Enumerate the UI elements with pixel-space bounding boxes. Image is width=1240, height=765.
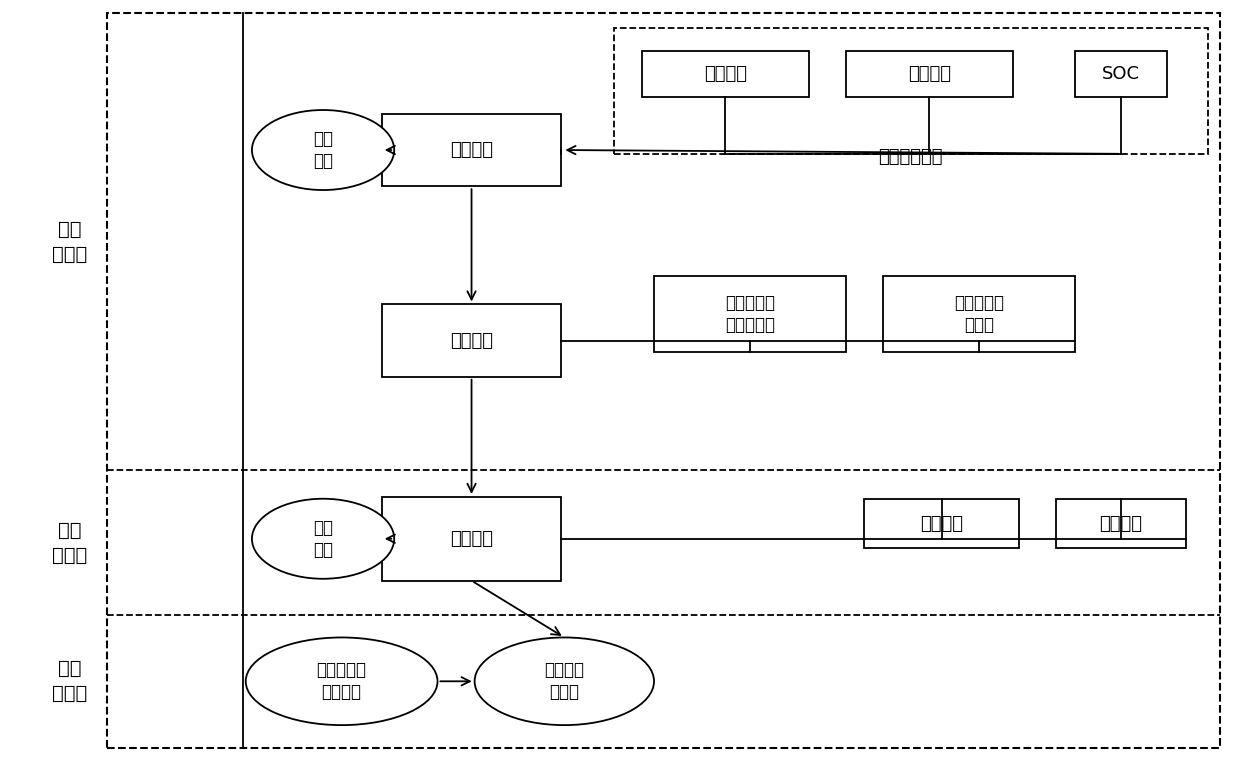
Text: 数据管理: 数据管理 [450,331,494,350]
Text: 信息采集: 信息采集 [450,141,494,159]
Bar [641,51,808,96]
Text: 风电
功率: 风电 功率 [312,130,334,170]
Text: 功率优化: 功率优化 [1100,515,1142,532]
Text: SOC: SOC [1102,65,1140,83]
Text: 储能充放电
控制策略: 储能充放电 控制策略 [316,661,367,702]
Text: 系统管理: 系统管理 [450,529,494,548]
Text: 额定功率: 额定功率 [908,65,951,83]
Text: 储能系统状态: 储能系统状态 [878,148,942,166]
Bar [1056,499,1185,549]
Text: 优化
算法: 优化 算法 [312,519,334,559]
Text: 储能充放
电管理: 储能充放 电管理 [544,661,584,702]
Ellipse shape [246,637,438,725]
Ellipse shape [475,637,653,725]
Text: 风电功率波
动特性分析: 风电功率波 动特性分析 [725,294,775,334]
Bar [653,276,846,352]
Ellipse shape [252,110,394,190]
Text: 潮流计算: 潮流计算 [920,515,963,532]
Bar [846,51,1013,96]
Bar [864,499,1019,549]
Text: 决策
管理层: 决策 管理层 [52,520,87,565]
Bar [883,276,1075,352]
Text: 调度
控制层: 调度 控制层 [52,659,87,703]
Bar [382,496,562,581]
Bar [382,114,562,186]
Text: 储能系统状
态估计: 储能系统状 态估计 [954,294,1004,334]
Bar [614,28,1208,154]
Ellipse shape [252,499,394,579]
Bar [1075,51,1168,96]
Text: 数据
分析层: 数据 分析层 [52,220,87,263]
Bar [382,304,562,377]
Text: 额定容量: 额定容量 [703,65,746,83]
